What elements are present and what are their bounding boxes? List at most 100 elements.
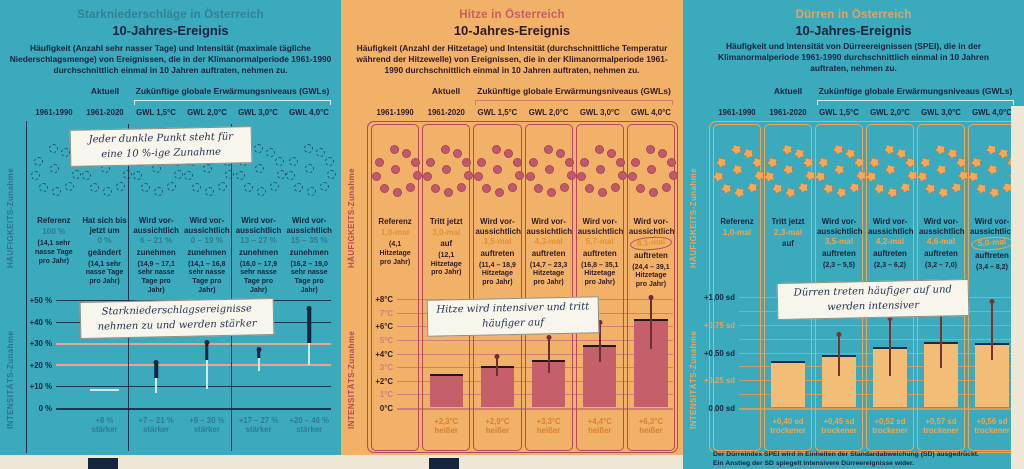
event-dot [657, 149, 667, 158]
event-dot [735, 188, 744, 197]
column-value: 3,5-mal [824, 237, 854, 247]
column-detail: (12,1 Hitzetage pro Jahr) [430, 251, 462, 277]
event-dot [717, 158, 726, 167]
column-value: 5,0-mal [970, 235, 1014, 252]
column-statement: aussichtlich [235, 225, 282, 235]
event-dot [630, 158, 640, 167]
column-value: 15 – 35 % [290, 236, 328, 246]
value-bar [771, 360, 805, 407]
column-text: Wird vor-aussichtlich 4,6-mal auftreten (3,… [919, 217, 965, 270]
event-dot [482, 184, 492, 193]
column-statement: zunehmen [289, 247, 329, 257]
column-value: 4,6-mal [926, 237, 956, 247]
column-statement: aussichtlich [286, 225, 332, 235]
column-statement: zunehmen [187, 247, 227, 257]
event-dot [406, 183, 416, 192]
bar-value-unit: trockener [821, 426, 857, 435]
bar-value-unit: trockener [770, 426, 806, 435]
event-dot [217, 182, 227, 191]
event-dot [615, 158, 625, 167]
event-dot [937, 165, 946, 174]
event-dot [834, 145, 843, 154]
bar-value: +8 % [95, 416, 114, 425]
handwritten-note-trend: Starkniederschlagsereignisse nehmen zu u… [79, 297, 275, 340]
header-aktuell: Aktuell [773, 86, 803, 96]
column-statement: Wird vor- [241, 216, 276, 225]
column-value: 8,1-mal [629, 235, 673, 252]
whisker-cap [494, 353, 500, 359]
event-dot [816, 172, 825, 181]
event-dot [918, 172, 927, 181]
bar-value-label: +9 – 30 % stärker [183, 416, 231, 434]
event-dot [806, 171, 815, 180]
column-text: Hat sich bis jetzt um 0 % geändert (14,1 seh… [82, 216, 128, 287]
event-dot [508, 183, 518, 192]
bar-value-unit: trockener [974, 426, 1010, 435]
uncertainty-likely-range [205, 343, 209, 361]
side-label-frequency: HÄUFIGKEITS-Zunahme [6, 167, 15, 269]
event-dot [493, 165, 503, 174]
column-header: GWL 1,5°C [477, 108, 518, 117]
uncertainty-whisker [257, 349, 260, 372]
event-dot [755, 171, 764, 180]
column-text: Wird vor-aussichtlich 4,2-mal auftreten (2,… [868, 217, 914, 270]
column-statement: aussichtlich [577, 226, 624, 236]
event-dot [325, 157, 335, 166]
panel-starkniederschlaege: Starkniederschläge in Österreich 10-Jahr… [0, 0, 341, 469]
column-header: 1961-1990 [35, 108, 73, 117]
event-dot [610, 183, 620, 192]
bar-value: +7 – 21 % [138, 416, 174, 425]
bar-value-label: +6,3°C heißer [628, 417, 674, 435]
column-statement: aussichtlich [526, 226, 573, 236]
gwl-bracket [475, 100, 673, 105]
whisker-cap [989, 298, 995, 304]
event-dot [837, 188, 846, 197]
bar-value-label: +17 – 27 % stärker [235, 416, 283, 434]
column-header: GWL 1,5°C [136, 108, 176, 117]
column-statement: Wird vor- [138, 216, 174, 225]
column-value: 0 – 19 % [190, 236, 224, 246]
event-dot [464, 171, 474, 180]
data-column: Wird vor-aussichtlich 13 – 27 % zunehmen (1… [235, 124, 286, 451]
event-dot [305, 164, 315, 173]
column-detail: (4,1 Hitzetage pro Jahr) [379, 241, 411, 266]
bar-value-label: +0,40 sd trockener [765, 417, 811, 435]
dots-cluster [711, 145, 764, 198]
uncertainty-whisker [991, 301, 993, 361]
column-detail: (14,7 – 23,3 Hitzetage pro Jahr) [529, 261, 568, 287]
column-header: GWL 4,0°C [631, 108, 671, 117]
column-statement: aussichtlich [184, 225, 230, 235]
event-dot [294, 183, 304, 192]
gwl-bracket [134, 100, 331, 105]
whisker-cap [204, 340, 210, 346]
event-dot [442, 165, 452, 174]
event-dot [492, 145, 502, 154]
spei-footnote: Der Dürreindex SPEI wird in Einheiten de… [713, 450, 1016, 468]
header-gwl: Zukünftige globale Erwärmungsniveaus (GW… [477, 86, 671, 96]
logo-placeholder [429, 458, 459, 469]
event-dot [795, 149, 804, 158]
column-statement: auftreten [634, 250, 668, 260]
event-dot [957, 158, 966, 167]
uncertainty-likely-range [307, 308, 311, 344]
event-dot [594, 145, 604, 154]
column-statement: Wird vor- [189, 216, 225, 225]
dots-cluster [420, 145, 474, 198]
column-statement: aussichtlich [628, 226, 675, 236]
event-dot [559, 183, 569, 192]
column-statement: zunehmen [239, 247, 279, 257]
event-dot [71, 170, 81, 179]
event-dot [426, 158, 436, 167]
column-text: Referenz 1,0-mal [715, 217, 759, 239]
event-dot [191, 183, 201, 192]
bar-value-unit: heißer [434, 426, 458, 435]
event-dot [304, 144, 314, 153]
event-dot [897, 149, 906, 158]
event-dot [183, 171, 193, 180]
column-text: Tritt jetzt 3,0-mal auf (12,1 Hitzetage pro… [424, 217, 468, 278]
event-dot [597, 188, 607, 197]
event-dot [141, 183, 151, 192]
event-dot [48, 144, 58, 153]
column-value: 13 – 27 % [240, 236, 277, 246]
